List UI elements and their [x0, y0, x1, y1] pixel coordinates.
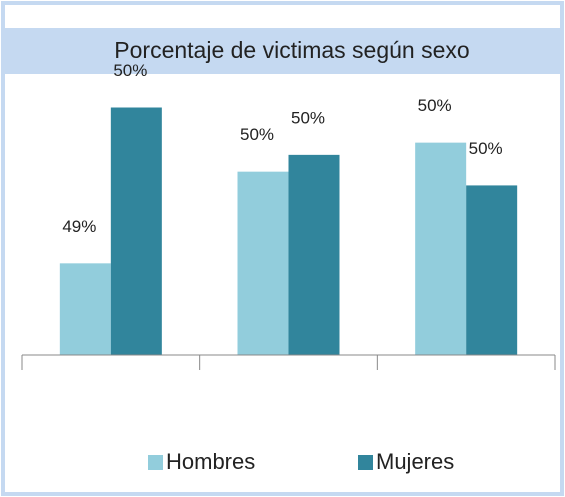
legend-label: Mujeres [376, 449, 454, 474]
bar [288, 154, 340, 355]
title-band [5, 28, 560, 74]
bar [237, 171, 289, 355]
data-label: 50% [291, 108, 325, 127]
chart-title: Porcentaje de victimas según sexo [114, 37, 469, 63]
data-label: 49% [62, 217, 96, 236]
bar [466, 185, 518, 355]
data-label: 50% [469, 139, 503, 158]
legend-swatch [148, 455, 163, 470]
legend-label: Hombres [166, 449, 255, 474]
data-label: 50% [418, 96, 452, 115]
data-label: 50% [240, 125, 274, 144]
bar [415, 142, 467, 355]
data-label: 50% [113, 61, 147, 80]
bar [110, 107, 162, 355]
bar [59, 263, 111, 355]
legend-swatch [358, 455, 373, 470]
